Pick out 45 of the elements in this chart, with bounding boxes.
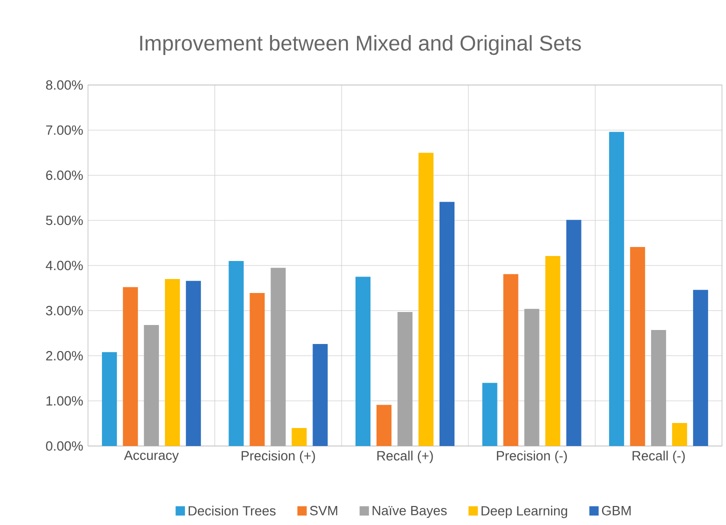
y-tick-label: 2.00% [46,351,83,360]
bar [482,382,498,446]
legend-label: Naïve Bayes [372,506,447,518]
y-tick-label: 3.00% [46,306,83,316]
y-tick-label: 1.00% [46,396,83,406]
bar [439,202,454,446]
x-tick-label: Precision (-) [496,450,567,464]
bar [376,404,392,446]
bar [397,312,412,446]
legend-label: GBM [602,506,631,516]
legend-label: Decision Trees [188,506,276,516]
x-tick-label: Accuracy [124,450,179,463]
legend-label: Deep Learning [482,506,568,518]
x-tick-label: Recall (-) [632,450,685,464]
y-tick-label: 7.00% [46,125,83,135]
bar [144,325,159,446]
bar [228,260,244,446]
bar [693,290,708,446]
x-tick-label: Recall (+) [377,450,433,464]
bar [609,132,624,446]
bar [270,268,286,446]
bar [418,152,434,446]
bar [355,276,370,446]
bar [566,220,582,446]
bar [122,287,138,446]
y-tick-label: 8.00% [46,80,83,90]
x-tick-label: Precision (+) [242,450,315,464]
bar [503,274,518,446]
bar [630,247,646,446]
bar [164,279,180,446]
y-tick-label: 6.00% [46,170,83,180]
chart-title: Improvement between Mixed and Original Sets [140,35,581,55]
bar [524,308,540,446]
y-tick-label: 4.00% [46,260,83,270]
bar [545,256,560,446]
bar [312,344,328,446]
bar [102,352,117,446]
bar [292,428,307,446]
legend-label: SVM [310,506,338,516]
y-tick-label: 5.00% [46,216,83,226]
y-tick-label: 0.00% [46,441,83,451]
bar [250,293,265,446]
bar [651,330,666,446]
bar [672,422,688,446]
bar [186,280,201,446]
